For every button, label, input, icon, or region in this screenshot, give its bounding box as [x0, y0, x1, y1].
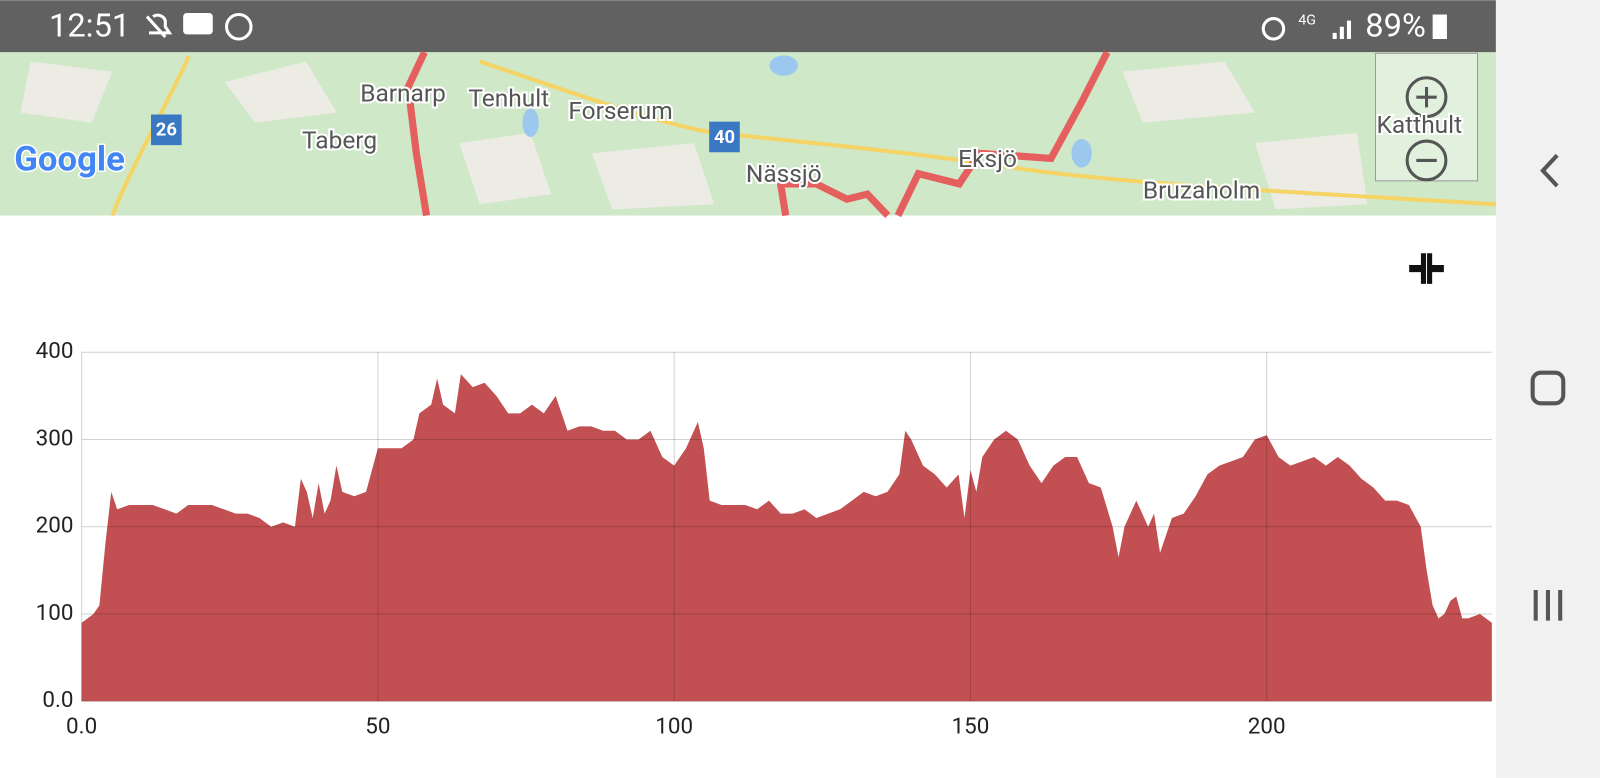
x-tick-label: 50 [365, 714, 390, 740]
y-tick-label: 200 [36, 513, 74, 539]
x-tick-label: 0.0 [66, 714, 97, 740]
y-tick-label: 100 [36, 600, 74, 626]
map-logo: Google [14, 140, 125, 180]
x-tick-label: 100 [655, 714, 693, 740]
map[interactable] [0, 50, 1497, 218]
place-label: Eksjö [958, 144, 1017, 173]
clock: 12:51 [49, 6, 130, 44]
place-label: Katthult [1377, 110, 1463, 139]
y-tick-label: 0.0 [42, 687, 73, 713]
y-tick-label: 300 [36, 425, 74, 451]
place-label: Bruzaholm [1143, 176, 1260, 205]
status-bar [0, 0, 1496, 53]
elevation-chart: 0.0 100 200 300 400 0.0 50 100 150 200 [36, 338, 1492, 740]
back-button[interactable] [1540, 153, 1559, 188]
place-label: Taberg [302, 126, 377, 155]
road-shield: 40 [714, 127, 735, 148]
place-label: Forserum [568, 96, 672, 125]
place-label: Barnarp [360, 79, 446, 108]
signal [1332, 20, 1352, 39]
x-tick-label: 150 [951, 714, 989, 740]
recents-button[interactable] [1533, 590, 1563, 621]
collapse-button[interactable] [1409, 253, 1444, 284]
nav-bar [1495, 0, 1600, 778]
y-tick-label: 400 [36, 338, 74, 364]
elevation-area [81, 374, 1492, 702]
place-label: Tenhult [468, 84, 549, 113]
x-tick-label: 200 [1248, 714, 1286, 740]
status-icons [145, 12, 1286, 41]
home-button[interactable] [1530, 370, 1566, 406]
network-type: 4G [1298, 12, 1316, 28]
road-shield: 26 [156, 120, 177, 141]
battery-icon [1432, 14, 1447, 39]
place-label: Nässjö [746, 159, 822, 188]
battery-percent: 89% [1365, 6, 1426, 44]
